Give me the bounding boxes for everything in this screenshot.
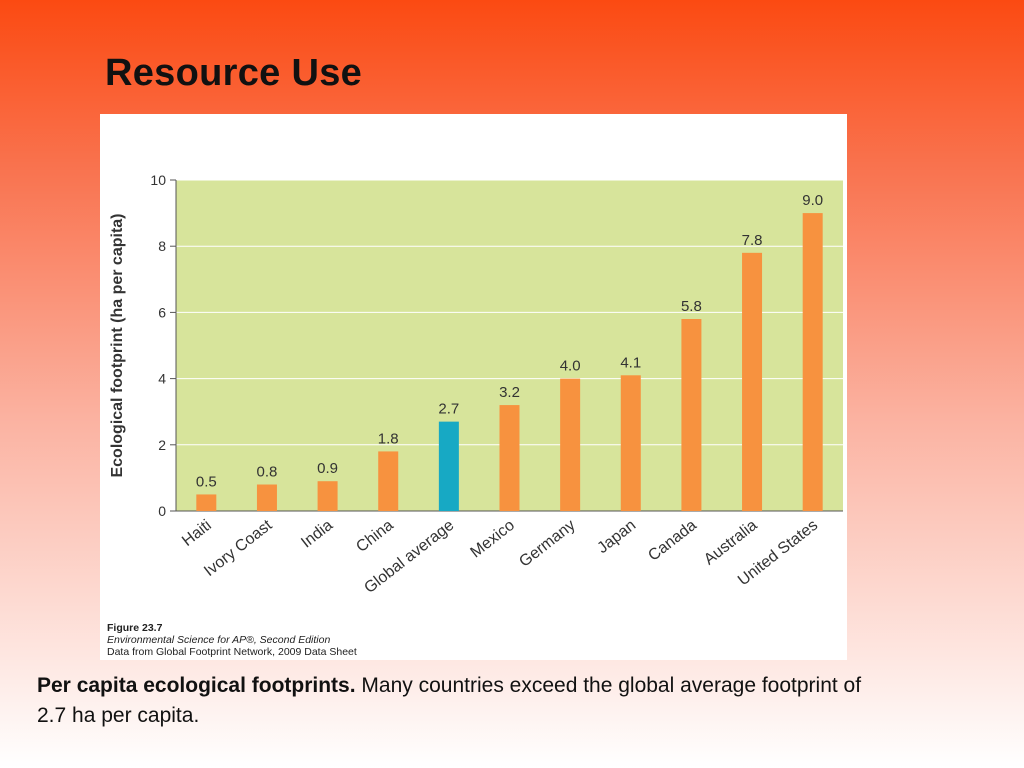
bar-japan (620, 375, 641, 511)
category-label: Haiti (179, 517, 215, 550)
category-label: Japan (594, 517, 639, 557)
value-label: 9.0 (802, 192, 823, 209)
value-label: 0.5 (196, 473, 217, 490)
category-label: Germany (516, 517, 578, 571)
y-axis-label: Ecological footprint (ha per capita) (109, 213, 126, 477)
bar-india (317, 481, 338, 511)
bar-australia (742, 252, 763, 511)
value-label: 3.2 (499, 384, 520, 401)
bar-ivory-coast (256, 484, 277, 511)
y-tick-label: 6 (158, 304, 166, 320)
y-tick-label: 0 (158, 503, 166, 519)
value-label: 0.8 (257, 464, 278, 481)
bar-canada (681, 319, 702, 511)
figure-source: Data from Global Footprint Network, 2009… (107, 646, 357, 658)
category-label: China (353, 517, 396, 556)
y-tick-label: 8 (158, 238, 166, 254)
value-label: 5.8 (681, 298, 702, 315)
bar-mexico (499, 405, 520, 511)
category-label: Canada (645, 517, 700, 565)
bar-global-average (438, 421, 459, 511)
value-label: 4.1 (620, 354, 641, 371)
value-label: 7.8 (742, 232, 763, 249)
figure-panel: 0 2 4 6 8 10 Ecological footprint (ha per capi… (100, 114, 847, 660)
bar-germany (560, 378, 581, 511)
y-tick-label: 10 (150, 172, 166, 188)
category-label: Mexico (468, 517, 518, 562)
slide-title: Resource Use (105, 52, 363, 94)
figure-number: Figure 23.7 (107, 622, 163, 634)
value-label: 4.0 (560, 358, 581, 375)
caption-bold: Per capita ecological footprints. (37, 674, 356, 697)
slide-caption: Per capita ecological footprints. Many c… (37, 671, 887, 731)
bar-china (378, 451, 399, 511)
y-tick-label: 4 (158, 371, 166, 387)
category-label: Ivory Coast (201, 516, 276, 580)
value-label: 1.8 (378, 430, 399, 447)
category-label: Australia (701, 517, 761, 569)
figure-caption: Figure 23.7 Environmental Science for AP… (107, 622, 357, 658)
category-label: India (298, 517, 336, 552)
value-label: 2.7 (438, 401, 459, 418)
value-label: 0.9 (317, 460, 338, 477)
bar-haiti (196, 494, 217, 511)
caption-text: Many countries exceed the global average… (37, 674, 862, 727)
bar-united-states (802, 213, 823, 511)
bar-chart: 0 2 4 6 8 10 Ecological footprint (ha per capi… (109, 172, 843, 597)
figure-book: Environmental Science for AP®, Second Ed… (107, 634, 331, 646)
y-tick-label: 2 (158, 437, 166, 453)
